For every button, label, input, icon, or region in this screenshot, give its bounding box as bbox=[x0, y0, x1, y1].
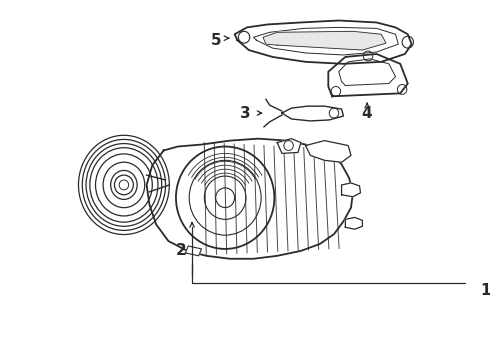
Text: 1: 1 bbox=[480, 283, 490, 298]
Polygon shape bbox=[147, 139, 353, 259]
Polygon shape bbox=[306, 141, 351, 162]
Text: 4: 4 bbox=[362, 105, 372, 121]
Polygon shape bbox=[235, 21, 412, 64]
Polygon shape bbox=[277, 139, 301, 153]
Polygon shape bbox=[328, 54, 408, 96]
Polygon shape bbox=[185, 246, 201, 256]
Polygon shape bbox=[342, 183, 361, 197]
Polygon shape bbox=[263, 31, 386, 50]
Polygon shape bbox=[282, 106, 343, 121]
Circle shape bbox=[115, 175, 133, 195]
Text: 2: 2 bbox=[175, 243, 186, 258]
Text: 5: 5 bbox=[210, 33, 221, 48]
Polygon shape bbox=[345, 217, 363, 229]
Text: 3: 3 bbox=[240, 105, 250, 121]
